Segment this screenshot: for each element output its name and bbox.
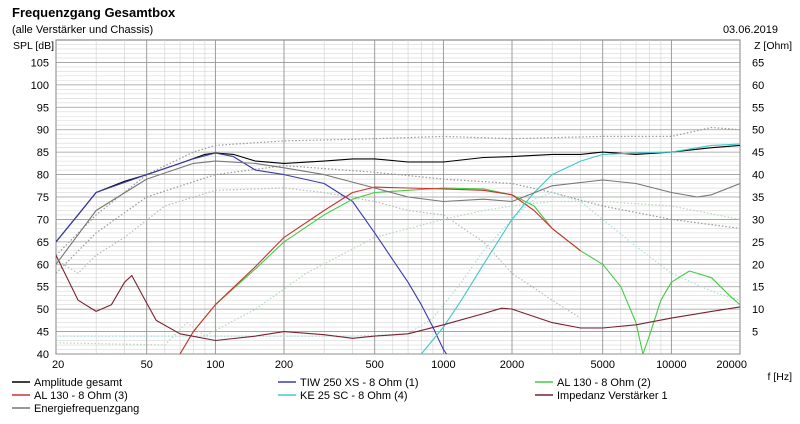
y-tick-label: 45 (37, 327, 49, 339)
series-line-ke-25-sc-8-ohm-4 (420, 143, 740, 354)
legend-label: Energiefrequenzgang (34, 403, 139, 415)
legend-item: Impedanz Verstärker 1 (535, 390, 668, 402)
legend-label: Impedanz Verstärker 1 (557, 390, 668, 402)
x-tick-label: 50 (141, 359, 153, 371)
x-tick-label: 1000 (431, 359, 455, 371)
x-axis-label: f [Hz] (767, 371, 792, 383)
x-tick-label: 10000 (656, 359, 687, 371)
series-line-dotted-9 (56, 187, 581, 319)
y2-tick-label: 25 (752, 237, 764, 249)
x-tick-label: 5000 (590, 359, 614, 371)
x-tick-label: 500 (366, 359, 384, 371)
y-axis-label: SPL [dB] (13, 40, 54, 52)
series-line-energiefrequenzgang (56, 160, 740, 265)
y-tick-label: 85 (37, 147, 49, 159)
legend-label: AL 130 - 8 Ohm (3) (34, 390, 128, 402)
legend-item: TIW 250 XS - 8 Ohm (1) (278, 377, 419, 389)
y2-axis-label: Z [Ohm] (754, 40, 792, 52)
y-tick-label: 75 (37, 192, 49, 204)
legend-item: AL 130 - 8 Ohm (3) (12, 390, 128, 402)
y2-tick-label: 15 (752, 282, 764, 294)
legend-label: TIW 250 XS - 8 Ohm (1) (300, 377, 419, 389)
y2-tick-label: 30 (752, 214, 764, 226)
x-tick-label: 200 (275, 359, 293, 371)
series-line-al-130-8-ohm-2 (179, 187, 740, 354)
legend-item: AL 130 - 8 Ohm (2) (535, 377, 651, 389)
y2-tick-label: 40 (752, 170, 764, 182)
x-tick-label: 100 (206, 359, 224, 371)
y-tick-label: 70 (37, 214, 49, 226)
y2-tick-label: 45 (752, 147, 764, 159)
y-tick-label: 105 (31, 57, 49, 69)
legend-label: KE 25 SC - 8 Ohm (4) (300, 390, 408, 402)
y2-tick-label: 50 (752, 125, 764, 137)
y-tick-label: 65 (37, 237, 49, 249)
y-tick-label: 90 (37, 125, 49, 137)
legend-item: Amplitude gesamt (12, 377, 122, 389)
x-tick-label: 2000 (500, 359, 524, 371)
legend-label: Amplitude gesamt (34, 377, 122, 389)
x-tick-label: 20 (52, 359, 64, 371)
series-line-dotted-8 (56, 165, 740, 274)
y-tick-label: 55 (37, 282, 49, 294)
y-tick-label: 60 (37, 259, 49, 271)
y-tick-label: 95 (37, 102, 49, 114)
series-line-dotted-10 (56, 200, 740, 346)
y2-tick-label: 5 (752, 327, 758, 339)
y2-tick-label: 10 (752, 304, 764, 316)
legend-label: AL 130 - 8 Ohm (2) (557, 377, 651, 389)
series-line-al-130-8-ohm-3 (179, 186, 581, 354)
series-line-tiw-250-xs-8-ohm-1 (56, 152, 448, 354)
y2-tick-label: 55 (752, 102, 764, 114)
chart-subtitle: (alle Verstärker und Chassis) (12, 24, 153, 36)
chart-date: 03.06.2019 (723, 24, 778, 36)
y-tick-label: 40 (37, 349, 49, 361)
y-tick-label: 50 (37, 304, 49, 316)
y2-tick-label: 20 (752, 259, 764, 271)
legend-item: Energiefrequenzgang (12, 403, 139, 415)
y2-tick-label: 60 (752, 80, 764, 92)
y-tick-label: 80 (37, 170, 49, 182)
series-line-impedanz-verst-rker-1 (56, 255, 740, 342)
x-tick-label: 20000 (716, 359, 747, 371)
y2-tick-label: 35 (752, 192, 764, 204)
chart-title: Frequenzgang Gesamtbox (12, 5, 176, 20)
y2-tick-label: 65 (752, 57, 764, 69)
y-tick-label: 100 (31, 80, 49, 92)
legend-item: KE 25 SC - 8 Ohm (4) (278, 390, 408, 402)
